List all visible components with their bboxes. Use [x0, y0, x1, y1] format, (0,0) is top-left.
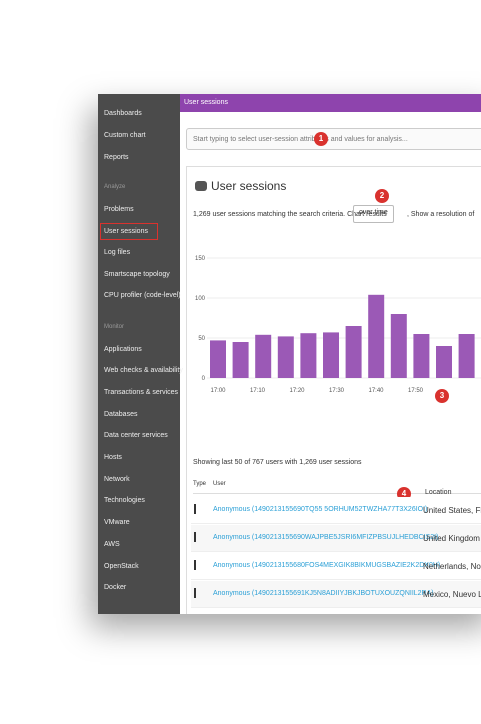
y-tick-label: 100 [195, 296, 206, 302]
x-tick-label: 17:20 [289, 388, 305, 394]
header-bar: User sessions [180, 94, 481, 112]
x-tick-label: 17:00 [210, 388, 226, 394]
nav-item[interactable]: User sessions [104, 227, 148, 235]
resolution: , Show a resolution of [407, 211, 475, 218]
highlight-box [100, 222, 158, 240]
y-tick-label: 50 [198, 336, 205, 342]
user-link[interactable]: Anonymous (1490213155690WAJPBE5JSRI6MFIZ… [213, 534, 439, 541]
bar [300, 333, 317, 378]
table-row: Anonymous (1490213155690TQ55 5ORHUM52TWZ… [191, 497, 481, 524]
x-tick-label: 17:30 [329, 388, 345, 394]
bar [413, 334, 430, 378]
nav-item[interactable]: Transactions & services [104, 388, 179, 396]
y-tick-label: 0 [202, 376, 206, 382]
badge: 1 [314, 132, 328, 146]
type-icon [194, 588, 196, 598]
bar [255, 334, 272, 378]
bar [232, 342, 249, 378]
type-icon [194, 560, 196, 570]
table-header: Type User Location [193, 479, 481, 496]
nav-item[interactable]: VMware [104, 519, 130, 527]
nav-item[interactable]: Hosts [104, 454, 122, 461]
y-tick-label: 150 [195, 256, 206, 262]
nav-item[interactable]: Custom chart [104, 132, 146, 139]
nav-item[interactable]: OpenStack [104, 562, 139, 570]
nav-item[interactable]: Problems [104, 206, 134, 213]
nav-item[interactable]: Applications [104, 345, 142, 353]
table-row: Anonymous (1490213155691KJ5N8ADIIYJBKJBO… [191, 581, 481, 608]
nav-section: Analyze [104, 184, 126, 190]
nav-item[interactable]: Dashboards [104, 110, 142, 117]
x-tick-label: 17:10 [250, 388, 266, 394]
badge: 2 [375, 189, 389, 203]
user-link[interactable]: Anonymous (1490213155690TQ55 5ORHUM52TWZ… [213, 506, 428, 513]
users-icon [195, 181, 207, 191]
type-icon [194, 532, 196, 542]
x-tick-label: 17:40 [368, 388, 384, 394]
nav-item[interactable]: Docker [104, 584, 127, 592]
panel-title: User sessions [211, 179, 287, 193]
table-row: Anonymous (1490213155690WAJPBE5JSRI6MFIZ… [191, 525, 481, 552]
badge: 3 [435, 389, 449, 403]
bar [390, 314, 407, 378]
col-header: User [213, 481, 226, 487]
nav-item[interactable]: Technologies [104, 497, 145, 505]
user-link[interactable]: Anonymous (1490213155680FOS4MEXGIK8BIKMU… [213, 562, 441, 569]
showing: Showing last 50 of 767 users with 1,269 … [193, 459, 362, 466]
app-window: Dashboards Custom chart Reports Analyze Prob… [98, 94, 481, 614]
nav-item[interactable]: Smartscape topology [104, 270, 170, 278]
table-row: Anonymous (1490213155680FOS4MEXGIK8BIKMU… [191, 553, 481, 580]
nav-item[interactable]: Web checks & availability [104, 367, 183, 375]
summary: 1,269 user sessions matching the search … [193, 211, 387, 218]
location: United States, Fl [423, 506, 481, 515]
sidebar: Dashboards Custom chart Reports Analyze Prob… [98, 94, 183, 614]
bar [345, 326, 362, 378]
bar [368, 294, 385, 378]
nav-item[interactable]: Reports [104, 154, 129, 161]
search-box[interactable]: Start typing to select user-session attr… [186, 128, 481, 150]
bar [436, 346, 452, 378]
bar [210, 340, 226, 378]
x-tick-label: 17:50 [408, 388, 424, 394]
bar [323, 332, 339, 378]
user-link[interactable]: Anonymous (1490213155691KJ5N8ADIIYJBKJBO… [213, 590, 434, 597]
nav-item[interactable]: Databases [104, 410, 138, 418]
nav-item[interactable]: AWS [104, 540, 120, 548]
panel: User sessions 2 1,269 user sessions matc… [186, 166, 481, 614]
bar [458, 334, 475, 378]
nav-item[interactable]: CPU profiler (code-level) [104, 292, 181, 299]
chart: 0 50 100 150 17:00 17:10 17:20 17:30 17:40 17:50 [195, 256, 481, 394]
bar [277, 336, 294, 378]
location: United Kingdom [423, 534, 480, 543]
nav-section: Monitor [104, 323, 125, 330]
nav-item[interactable]: Network [104, 475, 130, 483]
dropdown[interactable]: over time [353, 205, 394, 223]
nav-item[interactable]: Log files [104, 249, 131, 256]
col-header: Location [425, 489, 452, 496]
location: Netherlands, Nor [423, 562, 481, 571]
location: Mexico, Nuevo L [423, 590, 481, 599]
type-icon [194, 504, 196, 514]
col-header: Type [193, 481, 207, 487]
nav-item[interactable]: Data center services [104, 432, 168, 440]
